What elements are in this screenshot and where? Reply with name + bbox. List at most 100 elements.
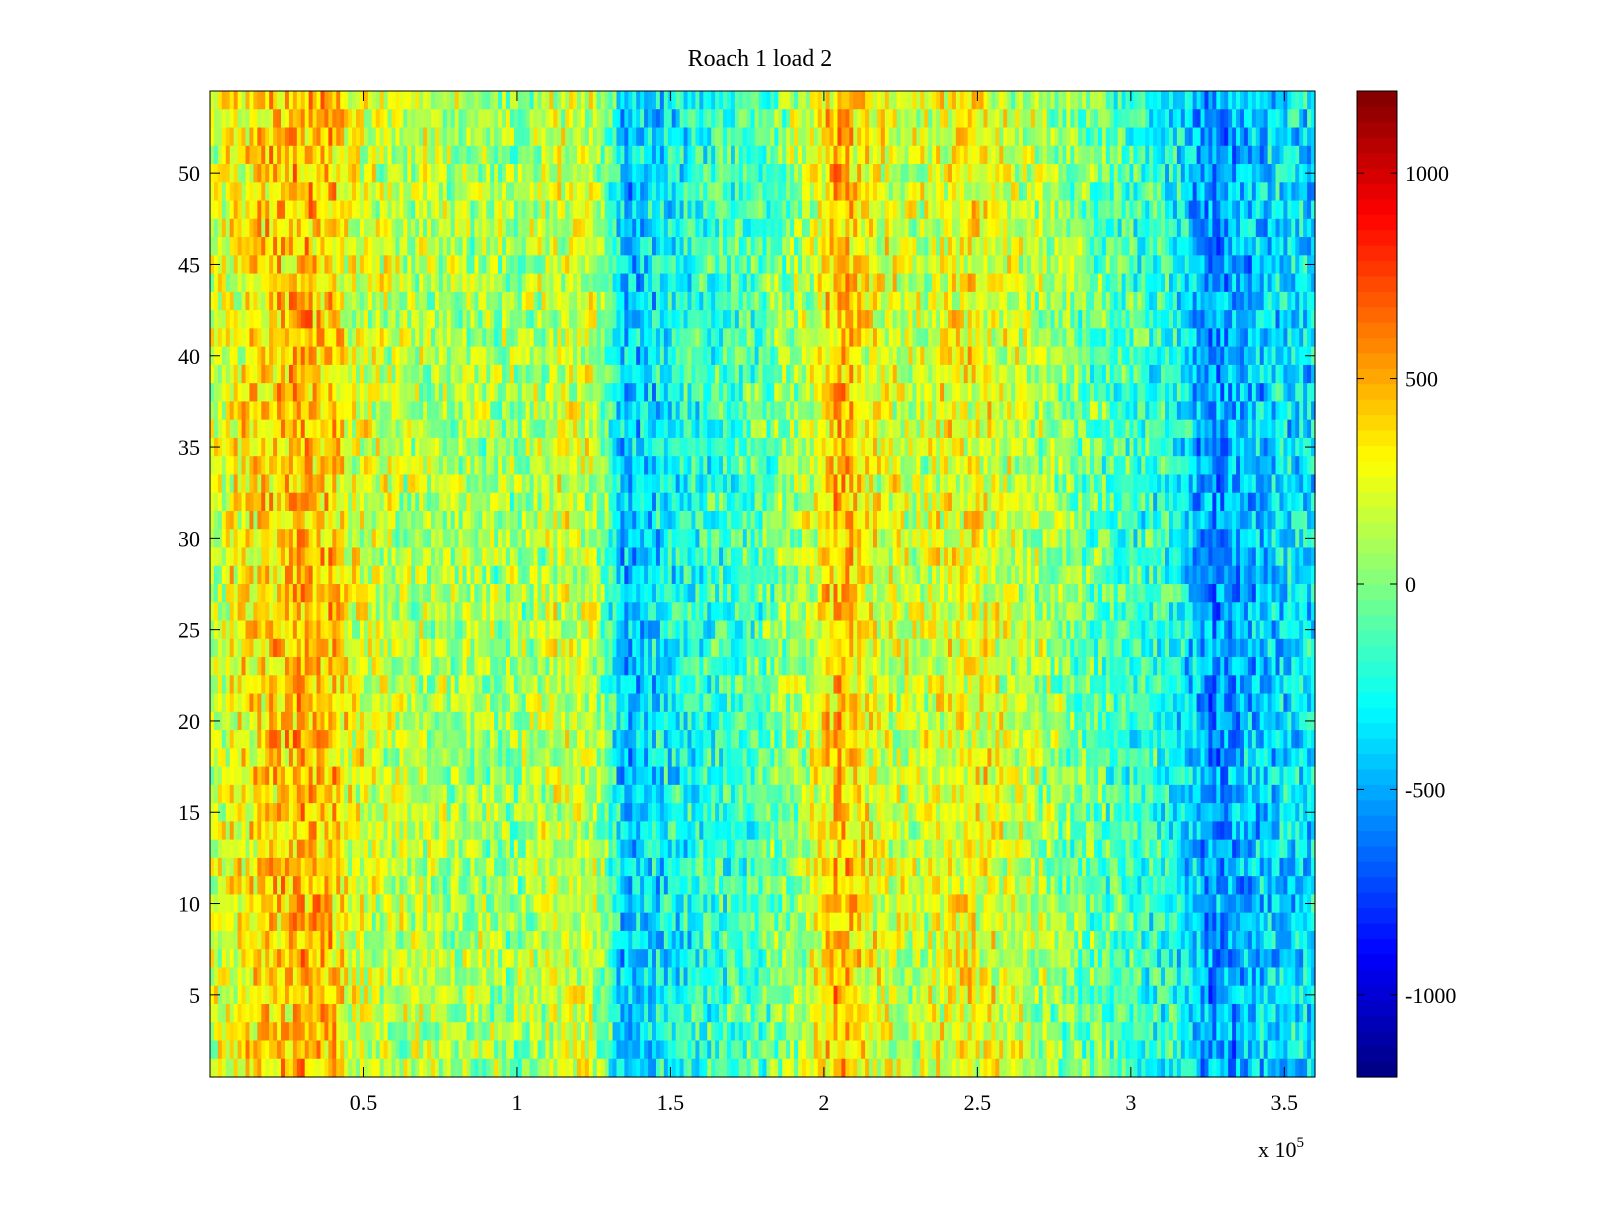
heatmap-cell (340, 437, 345, 457)
heatmap-cell (233, 821, 239, 841)
heatmap-cell (245, 510, 251, 530)
heatmap-cell (265, 237, 270, 256)
heatmap-cell (284, 364, 290, 384)
heatmap-cell (407, 182, 412, 202)
heatmap-cell (431, 784, 436, 804)
heatmap-cell (427, 401, 432, 421)
heatmap-cell (470, 182, 476, 202)
heatmap-cell (423, 894, 428, 914)
heatmap-cell (277, 602, 282, 622)
heatmap-cell (462, 419, 468, 439)
heatmap-cell (502, 200, 507, 220)
heatmap-cell (379, 821, 385, 841)
heatmap-cell (340, 857, 345, 877)
heatmap-cell (525, 1003, 531, 1023)
heatmap-cell (450, 164, 456, 183)
heatmap-cell (387, 657, 393, 676)
heatmap-cell (431, 584, 436, 603)
heatmap-cell (525, 730, 531, 749)
heatmap-cell (419, 273, 424, 293)
heatmap-cell (277, 492, 282, 512)
heatmap-cell (332, 474, 337, 494)
heatmap-cell (529, 839, 535, 859)
heatmap-cell (261, 401, 266, 421)
heatmap-cell (411, 401, 416, 421)
heatmap-cell (292, 182, 298, 202)
heatmap-cell (498, 474, 503, 494)
heatmap-cell (446, 839, 452, 859)
heatmap-cell (427, 437, 432, 457)
heatmap-cell (273, 602, 278, 622)
heatmap-cell (557, 474, 562, 494)
heatmap-cell (320, 821, 326, 841)
heatmap-cell (498, 291, 503, 311)
heatmap-cell (521, 510, 527, 530)
heatmap-cell (245, 967, 251, 987)
heatmap-cell (411, 547, 416, 567)
heatmap-cell (434, 730, 440, 749)
heatmap-cell (446, 237, 452, 256)
heatmap-cell (257, 766, 262, 786)
heatmap-cell (415, 364, 420, 384)
heatmap-cell (245, 91, 251, 110)
heatmap-cell (363, 1040, 369, 1060)
heatmap-cell (308, 474, 314, 494)
heatmap-cell (225, 930, 231, 950)
heatmap-cell (450, 784, 456, 804)
heatmap-cell (573, 310, 578, 329)
heatmap-cell (229, 346, 235, 366)
heatmap-cell (367, 419, 373, 439)
heatmap-cell (237, 949, 243, 969)
heatmap-cell (324, 127, 329, 147)
heatmap-cell (427, 784, 432, 804)
heatmap-cell (383, 1003, 389, 1023)
heatmap-cell (229, 1022, 235, 1042)
heatmap-cell (466, 565, 472, 585)
heatmap-cell (352, 529, 357, 549)
heatmap-cell (482, 857, 487, 877)
heatmap-cell (573, 328, 578, 348)
heatmap-cell (502, 657, 507, 676)
heatmap-cell (288, 967, 294, 987)
heatmap-cell (431, 145, 436, 165)
heatmap-cell (438, 474, 444, 494)
heatmap-cell (249, 328, 255, 348)
heatmap-cell (399, 620, 404, 640)
heatmap-cell (509, 510, 515, 530)
heatmap-cell (470, 218, 476, 238)
heatmap-cell (411, 784, 416, 804)
heatmap-cell (356, 164, 361, 183)
heatmap-cell (505, 200, 511, 220)
heatmap-cell (466, 310, 472, 329)
heatmap-cell (525, 1040, 531, 1060)
heatmap-cell (367, 401, 373, 421)
heatmap-cell (273, 839, 278, 859)
heatmap-cell (233, 200, 239, 220)
heatmap-cell (569, 930, 574, 950)
heatmap-cell (505, 766, 511, 786)
heatmap-cell (446, 748, 452, 768)
heatmap-cell (427, 237, 432, 256)
heatmap-cell (277, 930, 282, 950)
heatmap-cell (265, 1058, 270, 1078)
heatmap-cell (356, 1022, 361, 1042)
heatmap-cell (324, 437, 329, 457)
heatmap-cell (486, 748, 491, 768)
heatmap-cell (486, 200, 491, 220)
heatmap-cell (359, 857, 365, 877)
heatmap-cell (434, 967, 440, 987)
heatmap-cell (269, 328, 274, 348)
heatmap-cell (356, 657, 361, 676)
heatmap-cell (529, 784, 535, 804)
heatmap-cell (537, 401, 543, 421)
heatmap-cell (229, 949, 235, 969)
heatmap-cell (336, 474, 341, 494)
heatmap-cell (249, 510, 255, 530)
heatmap-cell (229, 328, 235, 348)
heatmap-cell (478, 492, 483, 512)
heatmap-cell (273, 237, 278, 256)
heatmap-cell (521, 291, 527, 311)
heatmap-cell (383, 383, 389, 403)
heatmap-cell (537, 237, 543, 256)
heatmap-cell (316, 255, 322, 275)
